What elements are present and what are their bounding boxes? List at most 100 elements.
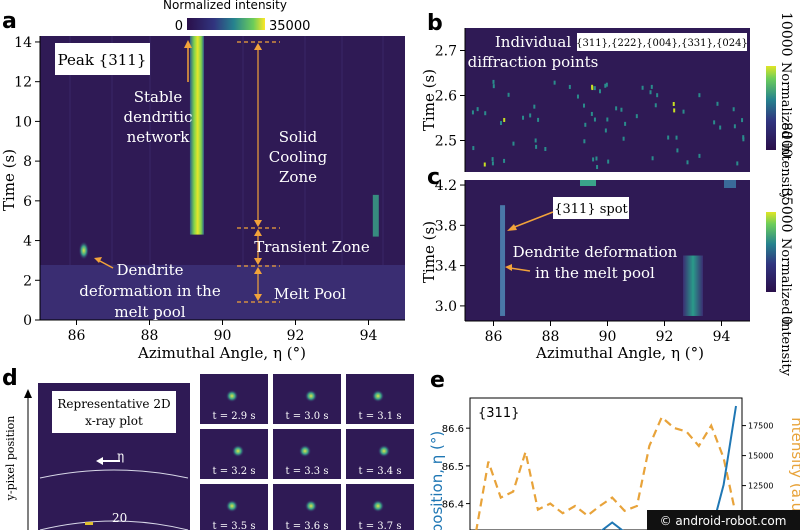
ann-stable-2: dendritic [124,108,193,126]
watermark-box [647,510,800,530]
spot-311-track [500,205,506,316]
panel-c-ylabel: Time (s) [420,221,438,283]
panel-e-ylabel-right: ntensity (a.u.) [788,417,800,523]
colorbar-c-max: 35000 [778,188,794,233]
diffraction-point [732,107,735,112]
ytick-c-label: 4.2 [435,178,457,194]
diffraction-point [476,107,479,112]
diffraction-point [682,109,685,114]
diffraction-point [719,125,722,130]
spot-top-89 [580,180,596,186]
xtick-a-label: 90 [214,328,232,344]
panel-c-xticks: 86 88 90 92 94 [485,321,731,345]
thumbnail-spot [372,390,384,402]
ytick-e-right-label: 12500 [748,482,773,491]
ytick-b-label: 2.7 [435,44,457,60]
diffraction-point [507,92,510,97]
panel-c: c 3.0 3.4 3.8 4.2 86 88 90 92 94 Time (s) Azimu… [420,165,794,377]
deformation-spot [78,241,89,260]
colorbar-c-label: Normalized intensity [778,238,793,377]
diffraction-point [553,80,556,85]
diffraction-point [716,101,719,106]
thumbnail-time: t = 3.2 s [213,466,256,477]
num-label: 20 [112,511,127,525]
xtick-c-label: 94 [713,329,731,345]
diffraction-point [544,146,547,151]
thumbnail-spot [372,500,384,512]
ytick-a-label: 10 [14,114,32,130]
diffraction-point [529,113,532,118]
colorbar-b-max: 10000 [778,12,794,57]
thumbnail-time: t = 3.3 s [286,466,329,477]
diffraction-point [736,161,739,166]
diffraction-point [503,117,506,122]
colorbar-a [187,18,265,30]
ytick-a-label: 0 [23,313,32,329]
diffraction-point [741,118,744,123]
panel-c-ann-2: in the melt pool [535,264,655,282]
diffraction-point [651,156,654,161]
diffraction-point [584,122,587,127]
diffraction-point [583,139,586,144]
thumbnail-time: t = 3.5 s [213,521,256,530]
diffraction-point [591,84,594,89]
diffraction-point [733,124,736,129]
diffraction-point [686,160,689,165]
ytick-e-right-label: 15000 [748,452,773,461]
heatmap-b-background [465,28,750,172]
xtick-a-label: 92 [287,328,305,344]
diffraction-point [620,107,623,112]
ytick-b-label: 2.6 [435,89,457,105]
ann-melt: Melt Pool [274,285,346,303]
diffraction-point [649,90,652,95]
diffraction-point [499,121,502,126]
planes-box [577,33,747,51]
ytick-e-left-label: 86.4 [442,500,464,511]
panel-a-label: a [2,9,17,34]
panel-e-axes [469,397,743,530]
ytick-a-label: 8 [23,154,32,170]
ann-transient: Transient Zone [254,238,370,256]
band-93 [683,255,703,316]
diffraction-point [533,104,536,109]
heatmap-b-points [471,79,745,170]
ann-cooling-1: Solid [279,128,318,146]
diffraction-point [593,117,596,122]
diffraction-point [654,103,657,108]
diffraction-point [492,84,495,89]
panel-e-label: e [430,368,445,393]
spot-label-box [553,197,629,219]
ann-deform-1: Dendrite [116,261,183,279]
colorbar-b [766,66,776,150]
peak-label: Peak {311} [58,51,147,69]
ytick-a-label: 6 [23,194,32,210]
diffraction-point [537,117,540,122]
diffraction-point [698,153,701,158]
diffraction-point [491,161,494,166]
diffraction-point [673,108,676,113]
diffraction-point [484,111,487,116]
diffraction-point [615,106,618,111]
diffraction-point [624,121,627,126]
diffraction-point [582,103,585,108]
diffraction-point [598,89,601,94]
ann-deform-3: melt pool [114,303,185,321]
diffraction-point [672,102,675,107]
xtick-c-label: 92 [656,329,674,345]
ann-cooling-3: Zone [279,168,317,186]
xtick-a-label: 88 [141,328,159,344]
panel-a-ylabel: Time (s) [0,149,18,211]
thumbnail-time: t = 3.1 s [359,411,402,422]
xtick-a-label: 86 [68,328,86,344]
diffraction-point [713,120,716,125]
panel-a-yticks: 0 2 4 6 8 10 12 14 [14,35,40,329]
panel-d-label: d [2,366,18,391]
panel-c-yticks: 3.0 3.4 3.8 4.2 [435,178,465,315]
diffraction-point [491,157,494,162]
thumbnail-time: t = 3.0 s [286,411,329,422]
ytick-a-label: 2 [23,273,32,289]
series-position [600,405,737,530]
diffraction-point [604,128,607,133]
xtick-c-label: 88 [542,329,560,345]
